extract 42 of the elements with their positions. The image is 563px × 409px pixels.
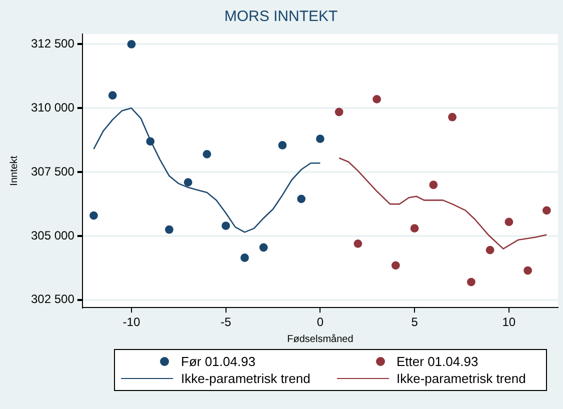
point [410, 224, 419, 233]
y-axis-title: Inntekt [8, 156, 20, 186]
point [466, 278, 476, 286]
y-tick-label: 305 000 [30, 228, 75, 242]
legend-label: Etter 01.04.93 [396, 354, 478, 369]
point [108, 91, 117, 100]
point [372, 95, 382, 104]
point [164, 225, 174, 234]
point [222, 222, 230, 230]
point [184, 178, 192, 187]
point [297, 194, 306, 204]
point [259, 243, 268, 252]
y-tick-label: 312 500 [30, 36, 75, 51]
legend-label: Før 01.04.93 [181, 354, 256, 369]
x-tick-label: -5 [220, 315, 232, 330]
x-tick-label: -10 [122, 315, 140, 330]
point [354, 239, 362, 248]
y-tick-label: 302 500 [30, 292, 75, 306]
x-tick-label: 10 [502, 315, 516, 330]
point [391, 261, 400, 270]
x-tick-label: 5 [411, 315, 418, 330]
point [240, 254, 249, 262]
point [448, 112, 457, 122]
point [316, 134, 324, 144]
point [334, 108, 344, 116]
y-tick-label: 307 500 [30, 164, 75, 178]
x-tick-label: 0 [316, 315, 324, 330]
point [504, 218, 514, 226]
point [146, 137, 155, 146]
point [90, 211, 98, 220]
legend-label: Ikke-parametrisk trend [396, 371, 526, 386]
point [429, 180, 438, 190]
y-tick-label: 310 000 [30, 100, 75, 114]
legend-label: Ikke-parametrisk trend [181, 371, 310, 386]
chart-title: MORS INNTEKT [224, 8, 338, 26]
x-axis-title: Fødselsmåned [287, 332, 354, 345]
point [486, 246, 494, 254]
point [542, 206, 551, 215]
point [278, 141, 287, 150]
point [202, 150, 212, 158]
point [127, 40, 136, 48]
point [524, 266, 532, 275]
